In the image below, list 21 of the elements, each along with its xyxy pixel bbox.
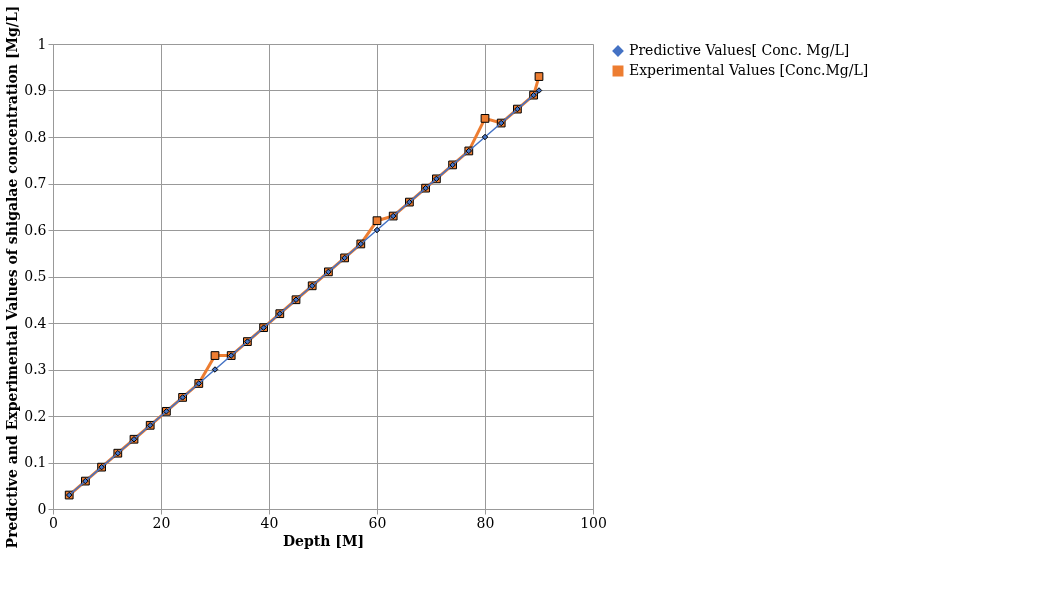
y-tick-label: 0.2	[24, 407, 47, 424]
y-tick-label: 0.4	[24, 314, 47, 331]
y-tick-label: 0.8	[24, 128, 47, 145]
y-tick-label: 0.1	[24, 454, 47, 470]
y-tick-label: 0.3	[24, 361, 47, 377]
x-tick-label: 20	[152, 514, 171, 531]
x-tick-label: 60	[368, 514, 387, 531]
y-tick-label: 0.5	[24, 268, 47, 284]
x-tick-label: 0	[49, 514, 58, 531]
x-tick-label: 80	[476, 514, 495, 531]
y-tick-label: 0.7	[24, 175, 47, 191]
x-tick-label: 100	[580, 514, 607, 531]
x-tick-label: 40	[260, 514, 279, 531]
y-axis-title: Predictive and Experimental Values of shigalae concentration [Mg/L]	[4, 5, 21, 549]
y-tick-label: 1	[37, 35, 47, 52]
x-axis-title: Depth [M]	[282, 532, 365, 549]
legend-label: Predictive Values[ Conc. Mg/L]	[629, 42, 850, 58]
y-tick-label: 0	[37, 500, 47, 517]
legend-label: Experimental Values [Conc.Mg/L]	[629, 62, 869, 78]
y-tick-label: 0.9	[24, 82, 47, 98]
y-tick-label: 0.6	[24, 221, 47, 238]
